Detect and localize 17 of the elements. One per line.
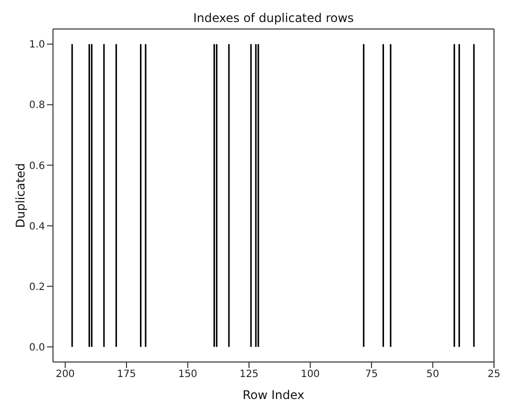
x-tick-label: 175 — [116, 369, 136, 380]
y-tick-label: 1.0 — [29, 40, 45, 51]
y-tick-label: 0.4 — [29, 221, 45, 232]
x-tick-label: 50 — [426, 369, 440, 380]
x-tick-label: 125 — [239, 369, 259, 380]
x-tick-label: 75 — [365, 369, 378, 380]
chart-title: Indexes of duplicated rows — [192, 11, 355, 25]
y-tick-label: 0.2 — [29, 282, 45, 293]
x-tick-label: 150 — [178, 369, 198, 380]
y-axis-title: Duplicated — [13, 163, 28, 228]
x-axis-title: Row Index — [242, 388, 304, 401]
x-tick-label: 200 — [56, 369, 75, 380]
x-tick-label: 100 — [300, 369, 320, 380]
y-tick-label: 0.0 — [29, 342, 45, 354]
y-tick-label: 0.8 — [29, 100, 45, 112]
y-tick-label: 0.6 — [29, 160, 45, 172]
x-tick-label: 25 — [488, 369, 500, 380]
